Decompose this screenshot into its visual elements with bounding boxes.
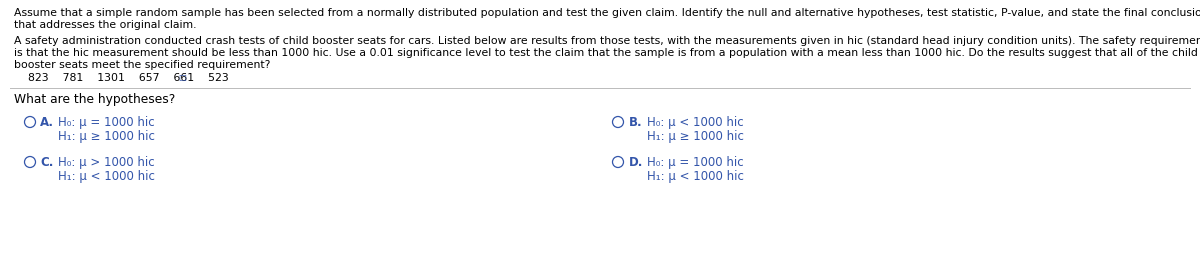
Text: C.: C. — [40, 156, 53, 169]
Text: D.: D. — [629, 156, 643, 169]
Text: A.: A. — [40, 116, 54, 129]
Text: 823    781    1301    657    661    523: 823 781 1301 657 661 523 — [14, 73, 229, 83]
Text: booster seats meet the specified requirement?: booster seats meet the specified require… — [14, 60, 270, 70]
Text: H₁: μ ≥ 1000 hic: H₁: μ ≥ 1000 hic — [647, 130, 744, 143]
Text: □: □ — [178, 73, 186, 82]
Text: What are the hypotheses?: What are the hypotheses? — [14, 93, 175, 106]
Text: H₁: μ < 1000 hic: H₁: μ < 1000 hic — [647, 170, 744, 183]
Text: B.: B. — [629, 116, 643, 129]
Text: H₀: μ > 1000 hic: H₀: μ > 1000 hic — [58, 156, 155, 169]
Text: H₀: μ < 1000 hic: H₀: μ < 1000 hic — [647, 116, 744, 129]
Text: Assume that a simple random sample has been selected from a normally distributed: Assume that a simple random sample has b… — [14, 8, 1200, 18]
Text: is that the hic measurement should be less than 1000 hic. Use a 0.01 significanc: is that the hic measurement should be le… — [14, 48, 1198, 58]
Text: H₁: μ < 1000 hic: H₁: μ < 1000 hic — [58, 170, 155, 183]
Text: H₁: μ ≥ 1000 hic: H₁: μ ≥ 1000 hic — [58, 130, 155, 143]
Text: H₀: μ = 1000 hic: H₀: μ = 1000 hic — [58, 116, 155, 129]
Text: H₀: μ = 1000 hic: H₀: μ = 1000 hic — [647, 156, 744, 169]
Text: A safety administration conducted crash tests of child booster seats for cars. L: A safety administration conducted crash … — [14, 36, 1200, 46]
Text: that addresses the original claim.: that addresses the original claim. — [14, 20, 197, 30]
